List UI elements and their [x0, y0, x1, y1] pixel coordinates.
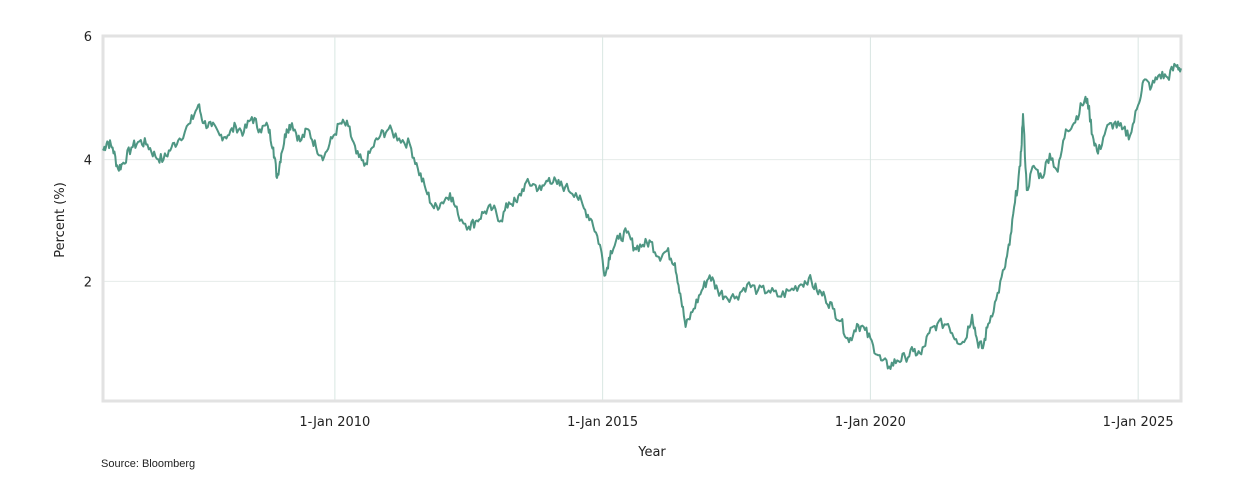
- yield-line: [102, 62, 1182, 370]
- source-note: Source: Bloomberg: [101, 458, 196, 470]
- x-tick-label: 1-Jan 2025: [1103, 415, 1174, 430]
- x-tick-label: 1-Jan 2015: [567, 415, 638, 430]
- y-tick-label: 4: [84, 154, 92, 169]
- gridlines: [103, 36, 1181, 401]
- plot-frame: [101, 34, 1183, 403]
- x-axis-label: Year: [637, 445, 666, 460]
- y-tick-label: 2: [84, 275, 92, 290]
- x-tick-label: 1-Jan 2020: [835, 415, 906, 430]
- x-tick-label: 1-Jan 2010: [299, 415, 370, 430]
- x-axis-ticks: 1-Jan 2010 1-Jan 2015 1-Jan 2020 1-Jan 2025: [299, 415, 1173, 430]
- y-axis-ticks: 2 4 6: [84, 30, 92, 290]
- y-tick-label: 6: [84, 30, 92, 45]
- y-axis-label: Percent (%): [53, 182, 68, 258]
